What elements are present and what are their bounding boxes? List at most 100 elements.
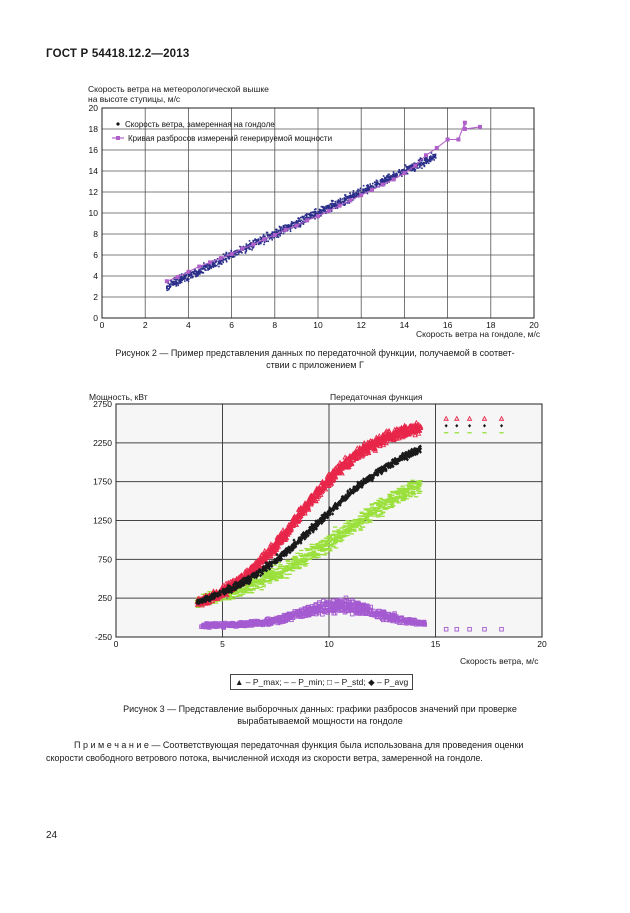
fig2-scatter-point <box>366 188 369 191</box>
fig2-scatter-point <box>314 214 317 216</box>
fig2-scatter-point <box>367 187 369 190</box>
fig2-scatter-point <box>173 278 176 281</box>
fig2-scatter-point <box>421 162 424 165</box>
fig2-scatter-point <box>387 173 389 176</box>
fig2-scatter-point <box>224 253 227 256</box>
fig2-scatter-point <box>428 160 430 162</box>
fig2-scatter-point <box>217 263 219 265</box>
fig2-scatter-point <box>385 180 388 182</box>
fig2-scatter-point <box>324 209 326 212</box>
fig2-scatter-point <box>429 160 431 162</box>
fig2-scatter-point <box>392 171 395 174</box>
fig2-scatter-point <box>297 219 300 222</box>
fig2-scatter-point <box>176 283 178 285</box>
fig2-y-tick-label: 16 <box>89 145 99 155</box>
fig3-y-tick-label: -250 <box>95 632 112 642</box>
fig2-scatter-point <box>202 267 204 269</box>
fig2-scatter-point <box>423 165 426 168</box>
fig2-scatter-point <box>252 239 255 242</box>
fig2-scatter-point <box>345 199 347 201</box>
fig2-scatter-point <box>179 279 182 282</box>
fig2-scatter-point <box>327 208 330 210</box>
fig2-scatter-point <box>354 193 356 195</box>
fig2-curve-marker <box>380 182 385 187</box>
fig2-scatter-point <box>265 240 268 243</box>
fig2-scatter-point <box>179 282 181 285</box>
fig2-scatter-point <box>325 208 327 210</box>
fig2-scatter-point <box>220 263 223 265</box>
fig2-scatter-point <box>209 265 211 268</box>
fig2-scatter-point <box>380 180 383 182</box>
fig2-scatter-point <box>253 239 256 241</box>
fig2-scatter-point <box>379 183 381 185</box>
fig2-scatter-point <box>311 214 313 216</box>
fig2-scatter-point <box>225 257 228 260</box>
fig3-marker-p-max <box>282 536 288 542</box>
fig2-scatter-point <box>246 245 249 247</box>
fig2-scatter-point <box>362 184 365 187</box>
fig2-scatter-point <box>230 249 233 252</box>
fig2-scatter-point <box>401 175 403 177</box>
fig2-y-tick-label: 0 <box>93 313 98 323</box>
fig2-scatter-point <box>426 158 428 160</box>
fig2-scatter-point <box>406 172 408 175</box>
fig2-scatter-point <box>228 255 231 258</box>
fig2-scatter-point <box>247 246 250 249</box>
fig2-scatter-point <box>181 276 184 278</box>
fig2-scatter-point <box>182 278 185 281</box>
fig2-scatter-point <box>178 280 181 282</box>
fig2-scatter-point <box>225 259 228 262</box>
fig2-scatter-point <box>318 212 321 214</box>
fig2-scatter-point <box>282 232 285 235</box>
fig2-scatter-point <box>352 192 354 194</box>
fig2-curve-marker <box>175 275 180 280</box>
fig2-scatter-point <box>311 214 314 217</box>
fig2-scatter-point <box>279 229 282 232</box>
fig2-scatter-point <box>349 195 352 197</box>
fig2-scatter-point <box>408 167 411 170</box>
fig2-scatter-point <box>388 176 391 179</box>
fig2-scatter-point <box>325 205 327 208</box>
fig2-scatter-point <box>218 261 220 263</box>
fig2-scatter-point <box>362 189 364 192</box>
fig2-scatter-point <box>170 281 173 283</box>
fig2-scatter-point <box>236 254 238 256</box>
fig2-scatter-point <box>263 241 266 244</box>
fig3-x-tick-label: 10 <box>324 639 334 649</box>
fig2-scatter-point <box>345 198 348 200</box>
fig2-scatter-point <box>206 267 209 270</box>
fig2-scatter-point <box>174 282 177 285</box>
fig2-scatter-point <box>219 261 222 263</box>
fig2-scatter-point <box>284 224 286 226</box>
fig2-scatter-point <box>271 238 273 241</box>
fig2-scatter-point <box>431 157 433 159</box>
fig2-scatter-point <box>326 206 329 209</box>
fig3-y-tick-label: 2750 <box>93 399 112 409</box>
fig2-scatter-point <box>271 233 273 236</box>
fig2-scatter-point <box>202 267 205 270</box>
fig2-scatter-point <box>197 274 199 277</box>
fig2-scatter-point <box>299 225 302 228</box>
fig2-scatter-point <box>255 238 257 241</box>
fig2-scatter-point <box>192 271 194 273</box>
fig2-scatter-point <box>299 223 301 226</box>
fig2-y-tick-label: 14 <box>89 166 99 176</box>
fig2-scatter-point <box>403 168 405 171</box>
fig2-scatter-point <box>420 164 423 167</box>
fig2-x-tick-label: 6 <box>229 320 234 330</box>
fig2-scatter-point <box>273 231 275 233</box>
fig2-scatter-point <box>327 205 330 208</box>
fig2-scatter-point <box>183 274 185 276</box>
fig2-scatter-point <box>320 212 322 215</box>
fig2-scatter-point <box>416 164 419 166</box>
fig2-scatter-point <box>288 224 290 227</box>
fig2-scatter-point <box>421 163 424 166</box>
fig2-scatter-point <box>228 252 230 255</box>
fig2-scatter-point <box>239 245 241 248</box>
fig2-scatter-point <box>278 225 281 228</box>
fig2-scatter-point <box>369 185 372 187</box>
fig2-scatter-point <box>303 215 305 218</box>
fig2-scatter-point <box>169 286 171 289</box>
fig2-scatter-point <box>180 281 183 284</box>
fig2-scatter-point <box>352 190 355 192</box>
